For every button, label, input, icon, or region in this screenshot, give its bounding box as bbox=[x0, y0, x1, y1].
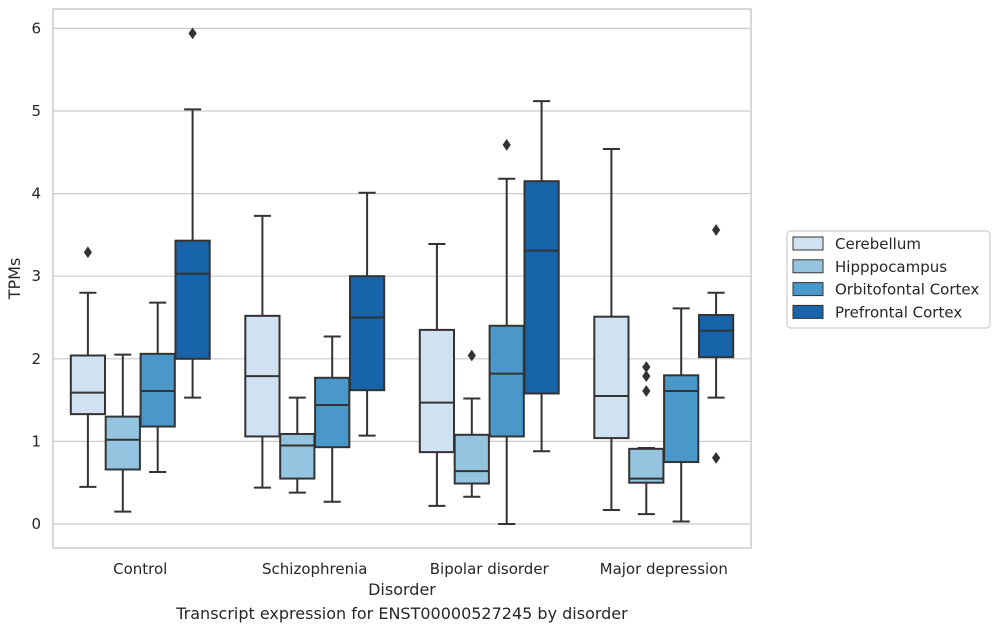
x-tick-label: Major depression bbox=[600, 560, 728, 578]
y-axis-label: TPMs bbox=[5, 258, 24, 301]
outlier-point bbox=[502, 138, 511, 151]
box-hipppocampus bbox=[628, 361, 665, 516]
box-body bbox=[418, 328, 456, 454]
box-body bbox=[663, 374, 700, 464]
box-body bbox=[314, 376, 351, 449]
outlier-point bbox=[83, 246, 93, 259]
x-axis-label: Disorder bbox=[368, 580, 436, 599]
box-hipppocampus bbox=[279, 396, 316, 494]
y-tick-labels: 0 1 2 3 4 5 6 bbox=[31, 19, 41, 533]
y-tick-label: 5 bbox=[31, 102, 41, 120]
box-prefrontal-cortex bbox=[348, 191, 386, 437]
y-tick-label: 0 bbox=[31, 515, 41, 533]
legend-swatch bbox=[792, 236, 824, 251]
box-body bbox=[697, 314, 735, 359]
box-prefrontal-cortex bbox=[523, 100, 560, 453]
y-tick-label: 1 bbox=[31, 432, 41, 450]
box-body bbox=[174, 239, 211, 360]
chart-caption: Transcript expression for ENST0000052724… bbox=[176, 604, 628, 623]
outlier-point bbox=[188, 27, 197, 40]
x-tick-labels: Control Schizophrenia Bipolar disorder Majo… bbox=[113, 560, 728, 578]
legend-frame bbox=[786, 230, 991, 329]
legend-label: Cerebellum bbox=[835, 235, 921, 253]
legend-swatch bbox=[792, 259, 824, 274]
box-cerebellum bbox=[69, 246, 107, 488]
y-tick-label: 2 bbox=[31, 350, 41, 368]
box-body bbox=[628, 447, 665, 484]
outlier-point bbox=[467, 349, 476, 362]
box-body bbox=[104, 415, 141, 471]
x-tick-label: Bipolar disorder bbox=[430, 560, 550, 578]
box-body bbox=[348, 275, 386, 392]
x-tick-label: Control bbox=[113, 560, 167, 578]
legend-label: Prefrontal Cortex bbox=[835, 303, 962, 321]
box-body bbox=[523, 180, 560, 395]
legend-swatch bbox=[792, 282, 824, 297]
box-body bbox=[453, 433, 490, 485]
y-tick-label: 4 bbox=[31, 185, 41, 203]
legend-label: Hipppocampus bbox=[835, 258, 947, 276]
legend-label: Orbitofontal Cortex bbox=[835, 281, 979, 299]
box-hipppocampus bbox=[104, 353, 141, 513]
x-tick-label: Schizophrenia bbox=[262, 560, 367, 578]
y-tick-label: 6 bbox=[31, 19, 41, 37]
box-orbitofontal-cortex bbox=[488, 138, 525, 525]
box-body bbox=[593, 315, 630, 440]
box-hipppocampus bbox=[453, 349, 490, 498]
legend-swatch bbox=[792, 304, 824, 319]
outlier-point bbox=[711, 224, 721, 236]
box-body bbox=[279, 432, 316, 480]
box-body bbox=[69, 354, 107, 416]
plot-frame bbox=[52, 8, 752, 549]
box-orbitofontal-cortex bbox=[314, 335, 351, 503]
box-orbitofontal-cortex bbox=[139, 301, 176, 473]
box-cerebellum bbox=[593, 147, 630, 511]
box-prefrontal-cortex bbox=[697, 224, 735, 464]
box-cerebellum bbox=[244, 214, 281, 489]
outlier-point bbox=[642, 361, 651, 373]
box-orbitofontal-cortex bbox=[663, 307, 700, 523]
legend: Cerebellum Hipppocampus Orbitofontal Corte… bbox=[786, 230, 991, 329]
box-prefrontal-cortex bbox=[174, 27, 211, 399]
outlier-point bbox=[642, 385, 651, 397]
outlier-point bbox=[711, 452, 721, 464]
box-cerebellum bbox=[418, 242, 456, 507]
outlier-point bbox=[642, 370, 651, 383]
box-body bbox=[488, 324, 525, 438]
y-tick-label: 3 bbox=[31, 267, 41, 285]
boxes bbox=[69, 27, 735, 525]
